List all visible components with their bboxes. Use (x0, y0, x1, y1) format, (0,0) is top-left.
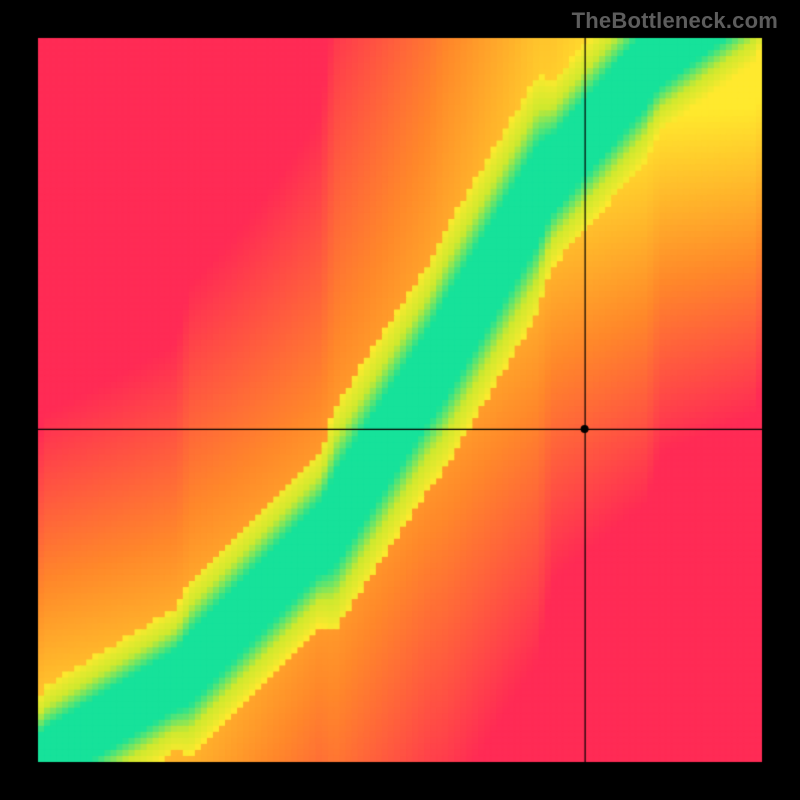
bottleneck-heatmap (0, 0, 800, 800)
watermark-text: TheBottleneck.com (572, 8, 778, 34)
chart-frame: TheBottleneck.com (0, 0, 800, 800)
